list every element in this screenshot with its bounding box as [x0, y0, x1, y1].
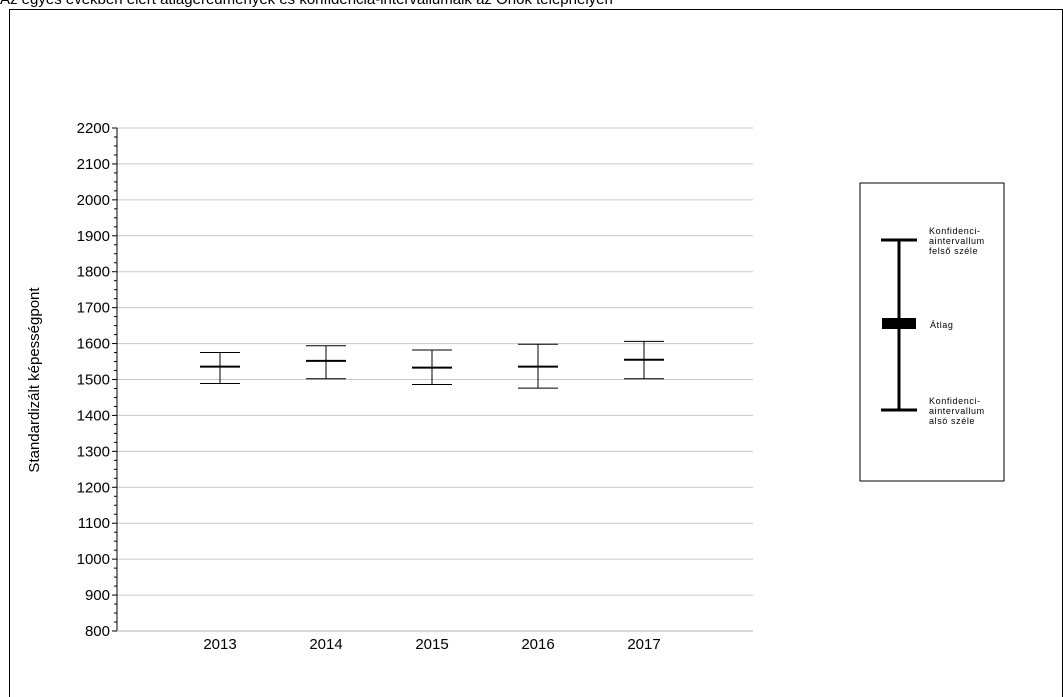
y-tick-label: 1900: [77, 228, 110, 245]
grid-lines: [117, 127, 753, 596]
y-tick-label: 2000: [77, 192, 110, 209]
x-tick-label: 2014: [309, 636, 342, 653]
legend-mean-label: Átlag: [930, 320, 954, 330]
x-tick-label: 2015: [415, 636, 448, 653]
y-tick-label: 1400: [77, 407, 110, 424]
y-tick-label: 1200: [77, 479, 110, 496]
x-tick-label: 2013: [203, 636, 236, 653]
y-tick-label: 1100: [78, 515, 110, 532]
y-tick-label: 1700: [77, 300, 110, 317]
y-axis-label: Standardizált képességpont: [26, 287, 43, 473]
error-bars: [200, 340, 664, 389]
legend-box: [859, 182, 1005, 482]
y-tick-label: 2200: [77, 120, 110, 137]
legend-label-line: Konfidenci-: [929, 396, 981, 406]
y-tick-label: 800: [85, 623, 110, 640]
legend-mean-marker: [882, 318, 916, 329]
y-tick-label: 1000: [77, 551, 110, 568]
x-tick-label: 2016: [521, 636, 554, 653]
y-tick-label: 2100: [77, 156, 110, 173]
legend-label-line: aintervallum: [929, 406, 985, 416]
chart-title: Az egyes években elért átlageredmények é…: [0, 0, 1063, 9]
y-tick-label: 1600: [77, 336, 110, 353]
legend-label-line: Konfidenci-: [929, 226, 981, 236]
y-tick-label: 1800: [77, 264, 110, 281]
x-axis-labels: 2013 2014 2015 2016 2017: [203, 636, 660, 653]
y-tick-label: 900: [85, 587, 110, 604]
legend-label-line: felső széle: [929, 246, 978, 256]
x-tick-label: 2017: [627, 636, 660, 653]
legend-label-line: alsó széle: [929, 416, 975, 426]
y-tick-label: 1500: [77, 372, 110, 389]
y-tick-label: 1300: [77, 443, 110, 460]
y-axis: 800 900 1000 1100 1200 1300 1400 1500 1600 1700 18…: [77, 120, 753, 640]
legend-label-line: aintervallum: [929, 236, 985, 246]
